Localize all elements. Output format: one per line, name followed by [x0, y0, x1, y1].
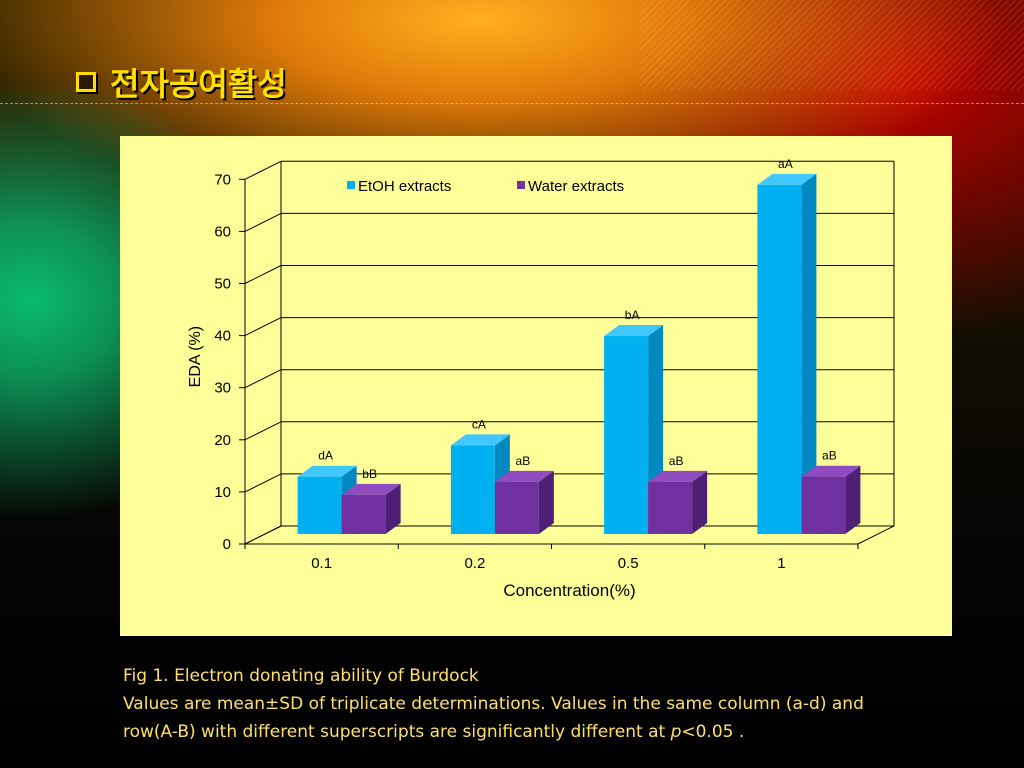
bar-top — [341, 483, 401, 495]
y-tick-label: 0 — [223, 536, 231, 553]
bar-side — [538, 470, 554, 534]
bar-top — [450, 434, 510, 446]
bar-significance-label: dA — [318, 449, 333, 463]
legend-label: Water extracts — [528, 178, 624, 195]
caption-note-line2: row(A-B) with different superscripts are… — [123, 718, 983, 746]
bar-significance-label: aA — [778, 157, 793, 171]
figure-caption: Fig 1. Electron donating ability of Burd… — [123, 662, 983, 746]
y-tick-label: 40 — [214, 328, 231, 345]
gridline-side — [244, 212, 282, 232]
legend-swatch — [347, 181, 355, 189]
y-tick-label: 50 — [214, 276, 231, 293]
bar-significance-label: cA — [472, 417, 486, 431]
title-divider — [0, 103, 1024, 104]
legend-swatch — [517, 181, 525, 189]
y-tick-label: 20 — [214, 432, 231, 449]
bar — [450, 445, 495, 534]
eda-bar-chart: 0 10 20 30 40 50 60 70 0.1 0.2 0.5 1 dA cA bA aA bB aB aB a… — [187, 157, 895, 600]
bar — [604, 336, 649, 534]
y-axis-title: EDA (%) — [187, 326, 204, 387]
bar-significance-label: aB — [516, 454, 531, 468]
slide-title-text: 전자공여활성 — [110, 65, 287, 103]
gridline-side — [244, 265, 282, 284]
legend-label: EtOH extracts — [358, 178, 451, 195]
caption-note-prefix: row(A-B) with different superscripts are… — [123, 722, 671, 742]
caption-note-line1: Values are mean±SD of triplicate determi… — [123, 694, 864, 714]
bar-side — [845, 465, 861, 534]
x-axis-title: Concentration(%) — [503, 581, 635, 600]
bar — [801, 476, 846, 534]
bar-side — [801, 173, 817, 534]
checkbox-bullet-icon — [76, 72, 96, 92]
chart-panel: 0 10 20 30 40 50 60 70 0.1 0.2 0.5 1 dA cA bA aA bB aB aB a… — [120, 136, 952, 636]
gridline-side — [244, 160, 282, 180]
bar-significance-label: bB — [362, 467, 377, 481]
bar — [494, 481, 539, 534]
bar — [297, 476, 342, 534]
y-tick-label: 30 — [214, 380, 231, 397]
bar-significance-label: bA — [625, 308, 640, 322]
bar-significance-label: aB — [822, 449, 837, 463]
bar — [757, 184, 802, 534]
x-tick-label: 0.5 — [618, 555, 639, 572]
x-tick-label: 0.1 — [311, 555, 332, 572]
slide-title: 전자공여활성 — [76, 62, 287, 103]
chart-floor — [244, 525, 895, 545]
gridline-side — [244, 473, 282, 493]
decorative-stripes — [640, 0, 1024, 90]
caption-title: Fig 1. Electron donating ability of Burd… — [123, 666, 479, 686]
bar-side — [385, 483, 401, 534]
bar-top — [297, 465, 357, 477]
x-tick-label: 0.2 — [464, 555, 485, 572]
bar-top — [757, 173, 817, 185]
y-tick-label: 60 — [214, 223, 231, 240]
y-tick-label: 70 — [214, 171, 231, 188]
bar — [648, 481, 693, 534]
bar-top — [494, 470, 554, 482]
bar-top — [604, 325, 664, 337]
gridline-side — [244, 317, 282, 337]
bar-top — [801, 465, 861, 477]
gridline-side — [244, 421, 282, 441]
bar-significance-label: aB — [669, 454, 684, 468]
bar-top — [648, 470, 708, 482]
bar — [341, 494, 386, 534]
caption-p-symbol: p — [670, 722, 682, 742]
y-tick-label: 10 — [214, 484, 231, 501]
caption-note-suffix: <0.05 . — [681, 722, 745, 742]
x-tick-label: 1 — [777, 555, 785, 572]
gridline-side — [244, 369, 282, 389]
bar-side — [692, 470, 708, 534]
